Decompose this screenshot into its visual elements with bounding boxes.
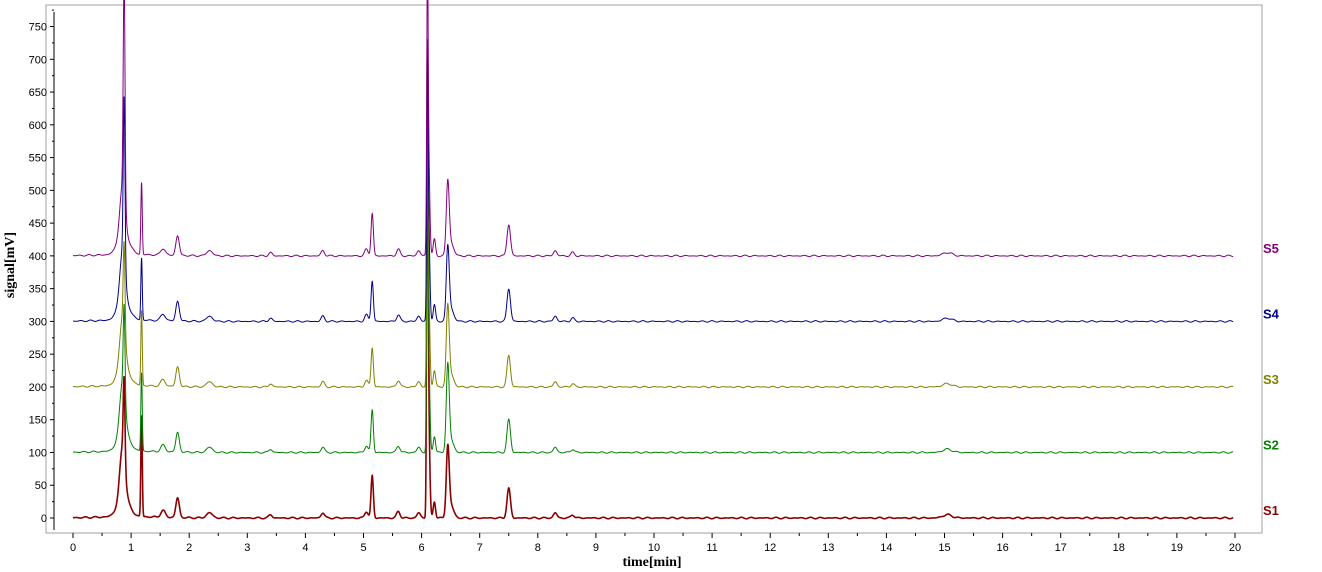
y-tick-label: 0: [41, 513, 47, 525]
x-tick-label: 9: [593, 542, 599, 554]
x-axis-title: time[min]: [622, 555, 681, 570]
series-traces: [72, 0, 1234, 520]
y-tick-label: 200: [29, 382, 47, 394]
x-tick-label: 6: [419, 542, 425, 554]
y-tick-label: 350: [29, 284, 47, 296]
series-line-s3: [72, 62, 1234, 389]
x-tick-label: 2: [186, 542, 192, 554]
series-line-s4: [72, 58, 1234, 323]
x-tick-label: 19: [1171, 542, 1183, 554]
y-tick-label: 700: [29, 54, 47, 66]
y-axis-title: signal[mV]: [3, 232, 18, 298]
y-axis: 0 50 100 150 200 250 300 350 400 450 500 550 600 650 7…: [29, 9, 55, 530]
y-tick-label: 750: [29, 22, 47, 34]
series-label-s4: S4: [1263, 306, 1280, 321]
series-label-s5: S5: [1263, 241, 1279, 256]
plot-area: [45, 4, 1263, 534]
y-tick-label: 550: [29, 153, 47, 165]
series-label-s1: S1: [1263, 503, 1279, 518]
x-tick-label: 4: [302, 542, 308, 554]
y-tick-label: 150: [29, 415, 47, 427]
x-tick-label: 7: [477, 542, 483, 554]
x-tick-label: 8: [535, 542, 541, 554]
series-labels: S1 S2 S3 S4 S5: [1263, 241, 1280, 518]
x-tick-label: 11: [706, 542, 717, 554]
x-tick-label: 13: [822, 542, 834, 554]
x-tick-label: 1: [128, 542, 134, 554]
y-tick-label: 600: [29, 120, 47, 132]
x-tick-label: 10: [648, 542, 660, 554]
x-tick-label: 14: [880, 542, 892, 554]
x-tick-label: 15: [938, 542, 950, 554]
x-axis: 0 1 2 3 4 5 6 7 8 9 10 11 12 13 14 15 16 17 18 19 20: [70, 533, 1241, 554]
y-tick-label: 50: [35, 480, 47, 492]
x-tick-label: 12: [764, 542, 776, 554]
x-tick-label: 5: [360, 542, 366, 554]
series-label-s3: S3: [1263, 372, 1279, 387]
y-tick-label: 400: [29, 251, 47, 263]
x-tick-label: 17: [1055, 542, 1067, 554]
series-line-s2: [72, 128, 1234, 454]
x-tick-label: 20: [1229, 542, 1241, 554]
x-tick-label: 0: [70, 542, 76, 554]
x-tick-label: 16: [996, 542, 1008, 554]
y-tick-label: 450: [29, 218, 47, 230]
x-tick-label: 18: [1113, 542, 1125, 554]
series-line-s5: [73, 0, 1234, 258]
series-label-s2: S2: [1263, 437, 1279, 452]
y-tick-label: 300: [29, 316, 47, 328]
y-tick-label: 650: [29, 87, 47, 99]
y-tick-label: 100: [29, 447, 47, 459]
y-tick-label: 250: [29, 349, 47, 361]
series-line-s1: [72, 39, 1234, 520]
x-tick-label: 3: [244, 542, 250, 554]
y-tick-label: 500: [29, 185, 47, 197]
